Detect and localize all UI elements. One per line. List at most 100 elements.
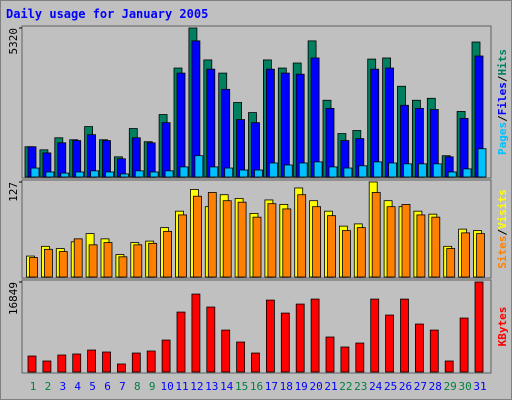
x-tick-label: 18	[280, 380, 293, 393]
x-tick-label: 22	[339, 380, 352, 393]
x-tick-label: 4	[74, 380, 81, 393]
bar	[476, 233, 485, 278]
bar	[371, 192, 381, 278]
x-tick-label: 21	[324, 380, 337, 393]
bar	[444, 360, 454, 373]
bar	[386, 206, 396, 278]
bar	[416, 214, 426, 278]
bar	[325, 336, 335, 373]
y-tick-label: 16849	[7, 282, 20, 315]
bar	[57, 142, 67, 178]
bar	[102, 140, 111, 178]
x-tick-label: 17	[265, 380, 278, 393]
bar	[356, 227, 366, 278]
y-tick-label: 127	[7, 182, 20, 202]
x-tick-label: 1	[30, 380, 37, 393]
bar	[73, 238, 83, 278]
legend-separator: /	[496, 115, 509, 122]
bar	[29, 257, 38, 278]
bar	[403, 163, 412, 178]
bar	[474, 281, 484, 373]
x-tick-label: 14	[220, 380, 234, 393]
bar	[267, 203, 277, 278]
bar	[236, 341, 246, 373]
bar	[265, 68, 275, 178]
legend-entry: KBytes	[496, 307, 509, 347]
bar	[355, 342, 365, 373]
bar	[87, 349, 96, 373]
bar	[340, 346, 350, 373]
bar	[191, 293, 201, 373]
bar	[251, 352, 260, 373]
bar	[388, 162, 398, 178]
bar	[370, 298, 380, 373]
bar	[414, 323, 424, 373]
bar	[146, 350, 156, 373]
bar	[297, 194, 307, 278]
bar	[58, 251, 68, 278]
x-tick-label: 6	[104, 380, 111, 393]
bar	[400, 298, 409, 373]
legend: KBytes	[496, 307, 509, 347]
bar	[461, 232, 471, 278]
bar	[207, 192, 217, 278]
bar	[343, 167, 353, 178]
bar	[221, 88, 231, 178]
bar	[431, 216, 441, 278]
y-tick-label: 5320	[7, 28, 20, 55]
bar	[446, 248, 456, 278]
bar	[161, 122, 171, 178]
bar	[149, 171, 159, 178]
legend-entry: Sites	[496, 236, 509, 269]
bar	[206, 68, 216, 178]
bar	[27, 355, 37, 373]
x-tick-label: 2	[45, 380, 52, 393]
bar	[312, 206, 322, 278]
bar	[103, 242, 113, 278]
bar	[283, 164, 293, 178]
legend-entry: Pages	[496, 122, 509, 155]
bar	[251, 122, 260, 178]
bar	[265, 299, 275, 373]
x-tick-label: 30	[458, 380, 471, 393]
bar	[429, 329, 439, 373]
bar	[310, 57, 320, 178]
bar	[236, 119, 246, 178]
legend-entry: Files	[496, 82, 509, 115]
bar	[44, 248, 53, 278]
bar	[194, 155, 204, 178]
chart-title: Daily usage for January 2005	[6, 7, 208, 21]
bar	[221, 329, 231, 373]
bar	[178, 214, 187, 278]
x-tick-label: 29	[444, 380, 457, 393]
legend: Sites/Visits	[496, 189, 509, 269]
x-tick-label: 19	[295, 380, 308, 393]
bar	[209, 166, 219, 178]
bar	[176, 72, 186, 178]
bar	[385, 314, 395, 373]
bar	[417, 163, 427, 178]
bar	[373, 161, 383, 178]
bar	[239, 169, 249, 178]
bar	[161, 339, 171, 373]
bar	[206, 306, 216, 373]
bar	[327, 215, 336, 278]
bar	[385, 67, 395, 178]
bar	[164, 170, 174, 178]
x-tick-label: 8	[134, 380, 141, 393]
bar	[45, 171, 55, 178]
bar	[75, 171, 85, 178]
bar	[401, 204, 411, 278]
bar	[117, 363, 126, 373]
bar	[131, 352, 141, 373]
bar	[133, 244, 143, 278]
bar	[120, 173, 129, 178]
legend-separator: /	[496, 229, 509, 236]
bar	[118, 256, 128, 278]
bar	[282, 208, 292, 278]
bar	[237, 201, 247, 278]
bar	[179, 166, 189, 178]
bar	[72, 353, 82, 373]
bar	[280, 72, 290, 178]
